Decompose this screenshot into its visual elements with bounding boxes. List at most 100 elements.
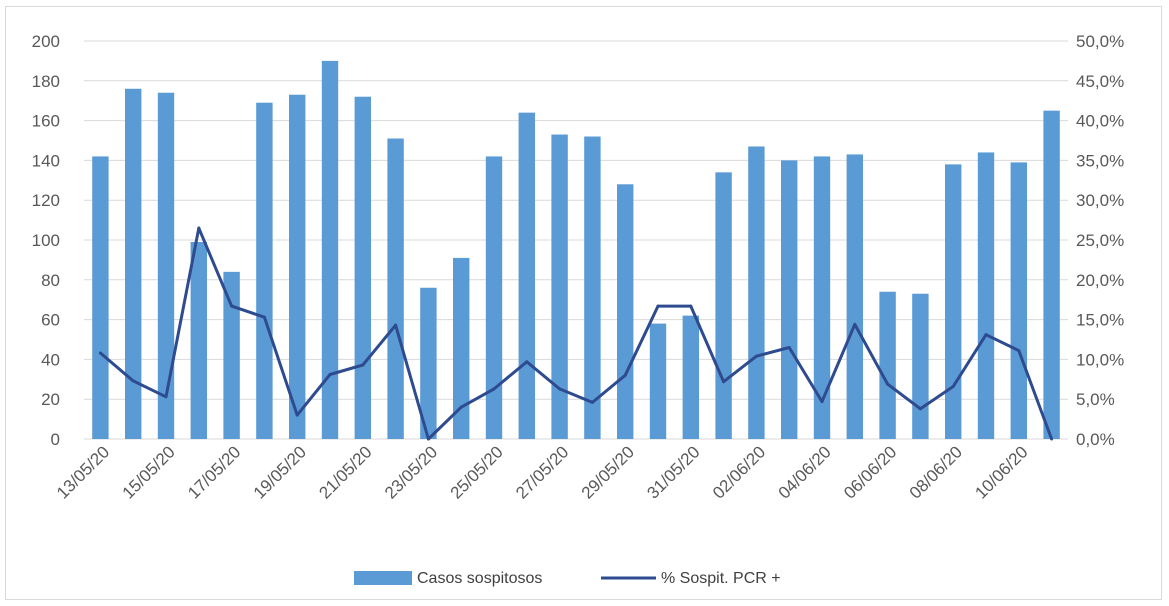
x-tick-label: 06/06/20 — [840, 442, 900, 502]
y-left-tick-label: 20 — [41, 390, 60, 409]
y-right-tick-label: 30,0% — [1076, 191, 1124, 210]
bar — [223, 271, 240, 439]
line-point — [525, 360, 529, 364]
line-point — [951, 384, 955, 388]
y-right-tick-label: 20,0% — [1076, 271, 1124, 290]
y-left-tick-label: 160 — [32, 112, 60, 131]
y-axis-right-ticks: 0,0% 5,0% 10,0% 15,0% 20,0% 25,0% 30,0% 35,0% 40… — [1076, 32, 1124, 449]
bar — [945, 164, 962, 439]
y-right-tick-label: 10,0% — [1076, 350, 1124, 369]
line-point — [853, 322, 857, 326]
line-point — [295, 413, 299, 417]
bar — [912, 293, 929, 439]
y-left-tick-label: 200 — [32, 32, 60, 51]
legend-label-pcr-positive: % Sospit. PCR + — [661, 570, 781, 587]
x-tick-label: 08/06/20 — [906, 442, 966, 502]
bar — [157, 92, 175, 440]
line-series-pcr-positive — [98, 226, 1054, 441]
bar — [125, 88, 142, 439]
bar — [781, 160, 798, 439]
bar — [682, 315, 699, 439]
legend: Casos sospitosos % Sospit. PCR + — [354, 570, 781, 587]
line-point — [262, 315, 266, 319]
x-tick-label: 31/05/20 — [643, 442, 703, 502]
y-right-tick-label: 25,0% — [1076, 231, 1124, 250]
y-right-tick-label: 35,0% — [1076, 151, 1124, 170]
line-point — [754, 354, 758, 358]
bar — [584, 136, 601, 439]
bar — [748, 146, 765, 439]
bar — [617, 184, 634, 439]
line-point — [984, 333, 988, 337]
x-tick-label: 02/06/20 — [709, 442, 769, 502]
line-point — [426, 437, 430, 441]
line-point — [98, 351, 102, 355]
legend-label-casos-sospitosos: Casos sospitosos — [417, 570, 542, 587]
x-tick-label: 27/05/20 — [512, 442, 572, 502]
line-point — [328, 373, 332, 377]
y-left-tick-label: 60 — [41, 311, 60, 330]
gridlines — [84, 40, 1068, 440]
y-right-tick-label: 45,0% — [1076, 72, 1124, 91]
line-point — [492, 387, 496, 391]
bar — [846, 154, 863, 439]
y-left-tick-label: 40 — [41, 350, 60, 369]
line-point — [459, 405, 463, 409]
line-point — [230, 304, 234, 308]
bar — [813, 156, 831, 440]
x-tick-label: 19/05/20 — [250, 442, 310, 502]
y-right-tick-label: 50,0% — [1076, 32, 1124, 51]
x-tick-label: 29/05/20 — [578, 442, 638, 502]
line-point — [656, 304, 660, 308]
legend-swatch-bar — [354, 571, 412, 585]
x-tick-label: 17/05/20 — [184, 442, 244, 502]
line-point — [558, 387, 562, 391]
bar — [551, 134, 568, 439]
bar — [1043, 110, 1060, 440]
bar — [485, 156, 503, 440]
line-point — [689, 304, 693, 308]
y-axis-left-ticks: 0 20 40 60 80 100 120 140 160 180 200 — [32, 32, 60, 449]
bar — [1010, 162, 1027, 439]
y-left-tick-label: 100 — [32, 231, 60, 250]
line-point — [197, 226, 201, 230]
bar — [977, 152, 995, 439]
line-point — [1017, 349, 1021, 353]
bar — [879, 291, 896, 439]
line-point — [590, 400, 594, 404]
line-point — [787, 345, 791, 349]
y-right-tick-label: 5,0% — [1076, 390, 1115, 409]
x-tick-label: 21/05/20 — [315, 442, 375, 502]
x-axis-ticks: 13/05/20 15/05/20 17/05/20 19/05/20 21/05/20… — [53, 442, 1032, 502]
line-point — [164, 395, 168, 399]
y-right-tick-label: 0,0% — [1076, 430, 1115, 449]
line-point — [722, 380, 726, 384]
y-left-tick-label: 180 — [32, 72, 60, 91]
bar — [518, 112, 535, 439]
bar — [649, 323, 667, 439]
bar — [256, 102, 273, 439]
y-right-tick-label: 40,0% — [1076, 112, 1124, 131]
line-point — [918, 407, 922, 411]
x-tick-label: 13/05/20 — [53, 442, 113, 502]
bar — [289, 94, 306, 439]
bar — [354, 96, 371, 439]
bar — [387, 138, 404, 439]
x-tick-label: 04/06/20 — [775, 442, 835, 502]
x-tick-label: 25/05/20 — [447, 442, 507, 502]
line-point — [886, 382, 890, 386]
line-point — [131, 379, 135, 383]
line-point — [361, 363, 365, 367]
y-left-tick-label: 140 — [32, 151, 60, 170]
x-tick-label: 23/05/20 — [381, 442, 441, 502]
bar — [321, 60, 339, 440]
x-tick-label: 10/06/20 — [971, 442, 1031, 502]
y-right-tick-label: 15,0% — [1076, 311, 1124, 330]
bar — [420, 287, 437, 439]
line-point — [820, 400, 824, 404]
y-left-tick-label: 0 — [51, 430, 60, 449]
bar — [715, 172, 732, 439]
line-point — [394, 323, 398, 327]
line-point — [623, 373, 627, 377]
